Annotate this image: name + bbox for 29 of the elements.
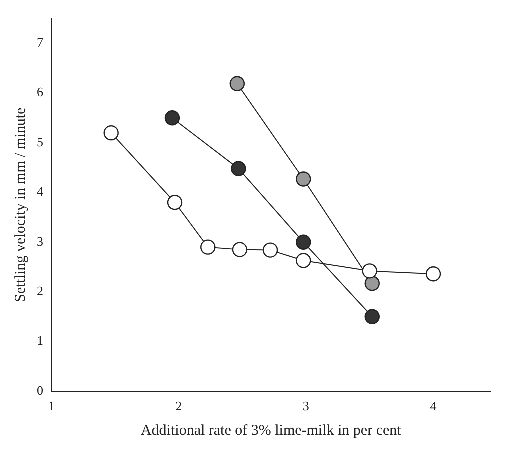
- x-tick-label: 3: [302, 398, 310, 414]
- x-tick-label: 4: [430, 398, 438, 414]
- y-tick-label: 6: [37, 84, 44, 100]
- y-tick-label: 2: [37, 283, 44, 298]
- point: [262, 242, 278, 258]
- point: [232, 242, 248, 258]
- y-tick-label: 3: [37, 234, 44, 249]
- y-axis-title: Settling velocity in mm / minute: [12, 107, 29, 302]
- point: [104, 125, 119, 141]
- point: [296, 172, 312, 187]
- point: [231, 161, 246, 176]
- point: [167, 195, 183, 210]
- point: [426, 266, 442, 282]
- point: [364, 309, 380, 324]
- point: [296, 234, 312, 250]
- point: [230, 76, 246, 92]
- y-tick-label: 0: [37, 382, 44, 398]
- point: [364, 276, 380, 292]
- point: [296, 253, 312, 268]
- point: [200, 240, 216, 255]
- x-axis-title: Additional rate of 3% lime-milk in per cent: [140, 422, 402, 439]
- y-tick-label: 5: [37, 134, 44, 150]
- y-tick-label: 7: [37, 35, 44, 50]
- point: [362, 264, 378, 279]
- point: [164, 110, 180, 126]
- y-tick-label: 1: [37, 333, 44, 348]
- x-tick-label: 2: [176, 398, 182, 414]
- y-tick-label: 4: [37, 184, 44, 200]
- x-tick-label: 1: [48, 398, 55, 414]
